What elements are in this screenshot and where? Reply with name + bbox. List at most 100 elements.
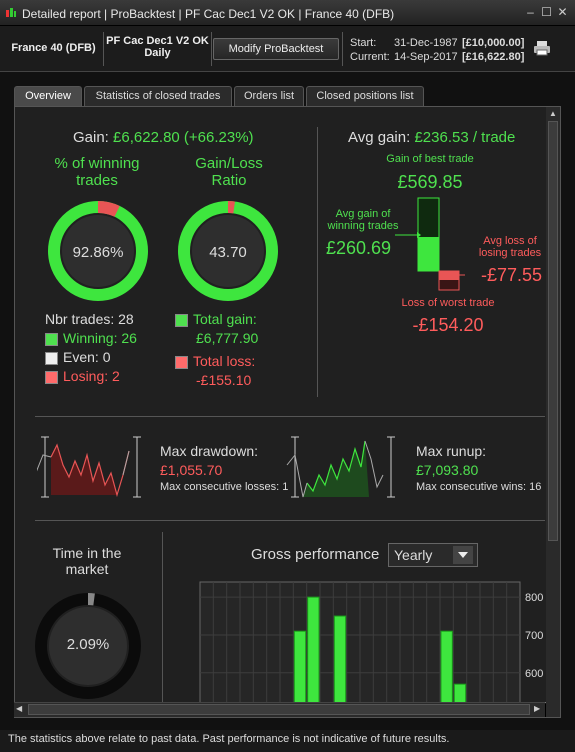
- gross-performance-chart: 800700600500: [199, 581, 548, 717]
- current-date: 14-Sep-2017: [394, 51, 458, 63]
- current-value: [£16,622.80]: [462, 51, 525, 63]
- runup-value: £7,093.80: [416, 462, 479, 478]
- winning-pct-label: % of winning trades: [37, 155, 157, 189]
- gain-loss-label-2: Ratio: [211, 172, 247, 189]
- system-cell: PF Cac Dec1 V2 OK Daily: [104, 32, 212, 66]
- avg-loss-label-2: losing trades: [478, 247, 542, 259]
- tab-overview[interactable]: Overview: [14, 86, 82, 106]
- chart-ticks: 800700600500: [520, 592, 548, 717]
- best-trade-value: £569.85: [397, 172, 463, 192]
- performance-bar: [307, 596, 320, 717]
- modify-probacktest-button[interactable]: Modify ProBacktest: [213, 38, 339, 60]
- chart-grid: [199, 581, 521, 717]
- scroll-left-icon[interactable]: ◀: [16, 704, 23, 713]
- period-select[interactable]: Yearly: [388, 543, 478, 567]
- candlestick-app-icon: [6, 8, 16, 17]
- report-header: France 40 (DFB) PF Cac Dec1 V2 OK Daily …: [0, 26, 575, 72]
- scroll-right-icon[interactable]: ▶: [534, 704, 541, 713]
- total-gain-value: £6,777.90: [196, 330, 259, 346]
- disclaimer-status: The statistics above relate to past data…: [0, 730, 575, 752]
- tab-statistics[interactable]: Statistics of closed trades: [84, 86, 232, 106]
- performance-bar: [440, 630, 453, 717]
- worst-trade-value: -£154.20: [412, 315, 484, 335]
- window-title: Detailed report | ProBacktest | PF Cac D…: [22, 7, 395, 21]
- maximize-icon[interactable]: ☐: [541, 5, 552, 19]
- overview-panel: Gain: £6,622.80 (+66.23%) % of winning t…: [14, 106, 561, 718]
- gross-performance-label: Gross performance: [251, 546, 380, 563]
- gain-label: Gain:: [73, 129, 109, 146]
- drawdown-sparkline: [37, 436, 141, 498]
- total-loss-swatch: [175, 355, 188, 369]
- scroll-up-icon[interactable]: ▲: [549, 109, 557, 118]
- vertical-scroll-thumb[interactable]: [548, 121, 558, 541]
- worst-trade-label: Loss of worst trade: [401, 297, 495, 309]
- title-bar: Detailed report | ProBacktest | PF Cac D…: [0, 0, 575, 26]
- period-select-value: Yearly: [394, 547, 433, 563]
- tab-orders[interactable]: Orders list: [234, 86, 304, 106]
- winning-count: Winning: 26: [45, 330, 137, 346]
- instrument-cell: France 40 (DFB): [4, 32, 104, 66]
- avg-win-label: Avg gain of winning trades: [322, 208, 404, 232]
- start-date: 31-Dec-1987: [394, 37, 458, 49]
- time-in-market-label: Time in the market: [35, 545, 139, 577]
- winning-swatch: [45, 332, 58, 346]
- header-divider: [342, 32, 343, 66]
- total-loss-label: Total loss:: [193, 353, 256, 369]
- section-divider-2: [35, 520, 545, 521]
- gain-loss-ratio-label: Gain/Loss Ratio: [169, 155, 289, 189]
- y-tick-label: 600: [525, 668, 543, 680]
- timeframe: Daily: [144, 47, 171, 59]
- runup-consecutive: Max consecutive wins: 16: [416, 481, 542, 493]
- section-divider-vertical-2: [162, 532, 163, 717]
- time-in-market-value: 2.09%: [66, 636, 110, 653]
- avg-gain-summary: Avg gain: £236.53 / trade: [348, 129, 515, 146]
- avg-win-label-2: winning trades: [327, 220, 399, 232]
- winning-pct-label-1: % of winning: [54, 155, 140, 172]
- y-tick-label: 700: [525, 630, 543, 642]
- section-divider-1: [35, 416, 545, 417]
- total-gain-label: Total gain:: [193, 311, 257, 327]
- losing-count: Losing: 2: [45, 368, 120, 384]
- y-tick-label: 800: [525, 592, 543, 604]
- total-gain-swatch: [175, 313, 188, 327]
- runup-label: Max runup:: [416, 443, 487, 459]
- avg-loss-label-1: Avg loss of: [483, 235, 537, 247]
- winning-pct-label-2: trades: [76, 172, 118, 189]
- vertical-scrollbar[interactable]: ▲: [546, 107, 560, 717]
- tab-bar: Overview Statistics of closed trades Ord…: [0, 86, 575, 106]
- even-swatch: [45, 351, 58, 365]
- total-loss-value: -£155.10: [196, 372, 252, 388]
- gain-loss-ratio-value: 43.70: [209, 244, 247, 261]
- losing-swatch: [45, 370, 58, 384]
- gain-summary: Gain: £6,622.80 (+66.23%): [73, 129, 254, 146]
- time-in-market-label-2: market: [65, 561, 109, 577]
- performance-bar: [333, 615, 347, 717]
- time-in-market-ring: [35, 593, 141, 699]
- print-icon[interactable]: [533, 40, 551, 56]
- avg-trade-bars: [395, 197, 465, 291]
- gain-loss-label-1: Gain/Loss: [195, 155, 263, 172]
- losing-text: Losing: 2: [63, 368, 120, 384]
- drawdown-label: Max drawdown:: [160, 443, 259, 459]
- drawdown-value: £1,055.70: [160, 462, 223, 478]
- horizontal-scrollbar[interactable]: ◀ ▶: [14, 702, 545, 717]
- avg-win-value: £260.69: [326, 238, 392, 258]
- minimize-icon[interactable]: –: [527, 5, 534, 19]
- winning-text: Winning: 26: [63, 330, 137, 346]
- section-divider-vertical: [317, 127, 318, 397]
- horizontal-scroll-thumb[interactable]: [28, 704, 530, 715]
- close-icon[interactable]: ✕: [557, 5, 568, 19]
- winning-pct-value: 92.86%: [72, 244, 124, 261]
- total-loss: Total loss:: [175, 353, 255, 369]
- even-text: Even: 0: [63, 349, 111, 365]
- nbr-trades: Nbr trades: 28: [45, 311, 134, 327]
- avg-gain-label: Avg gain:: [348, 129, 411, 146]
- winning-pct-ring: [48, 201, 148, 301]
- best-trade-label: Gain of best trade: [386, 153, 474, 165]
- start-label: Start:: [350, 37, 377, 49]
- tab-closed-positions[interactable]: Closed positions list: [306, 86, 424, 106]
- instrument-name: France 40 (DFB): [11, 42, 96, 54]
- avg-gain-value: £236.53 / trade: [414, 129, 516, 146]
- system-name: PF Cac Dec1 V2 OK: [106, 35, 209, 47]
- chevron-down-icon[interactable]: [453, 546, 473, 564]
